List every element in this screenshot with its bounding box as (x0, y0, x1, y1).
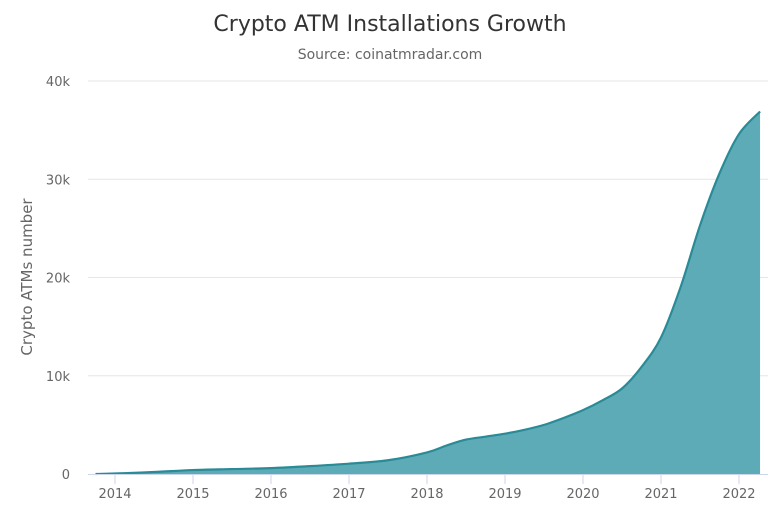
series-line (95, 110, 761, 476)
series-area (95, 111, 761, 475)
y-tick-label: 10k (46, 370, 71, 385)
chart-subtitle: Source: coinatmradar.com (298, 47, 483, 63)
x-tick-label: 2021 (644, 487, 677, 502)
y-tick-label: 30k (46, 173, 71, 188)
y-axis-label: Crypto ATMs number (18, 198, 36, 356)
y-tick-label: 0 (62, 468, 70, 483)
x-tick-label: 2014 (98, 487, 131, 502)
x-tick-label: 2015 (176, 487, 209, 502)
y-tick-label: 40k (46, 75, 71, 90)
y-tick-label: 20k (46, 272, 71, 287)
x-tick-label: 2016 (254, 487, 287, 502)
x-tick-label: 2022 (722, 487, 755, 502)
x-tick-label: 2020 (566, 487, 599, 502)
x-tick-label: 2019 (488, 487, 521, 502)
x-tick-label: 2017 (332, 487, 365, 502)
x-tick-label: 2018 (410, 487, 443, 502)
chart-title: Crypto ATM Installations Growth (213, 12, 566, 37)
